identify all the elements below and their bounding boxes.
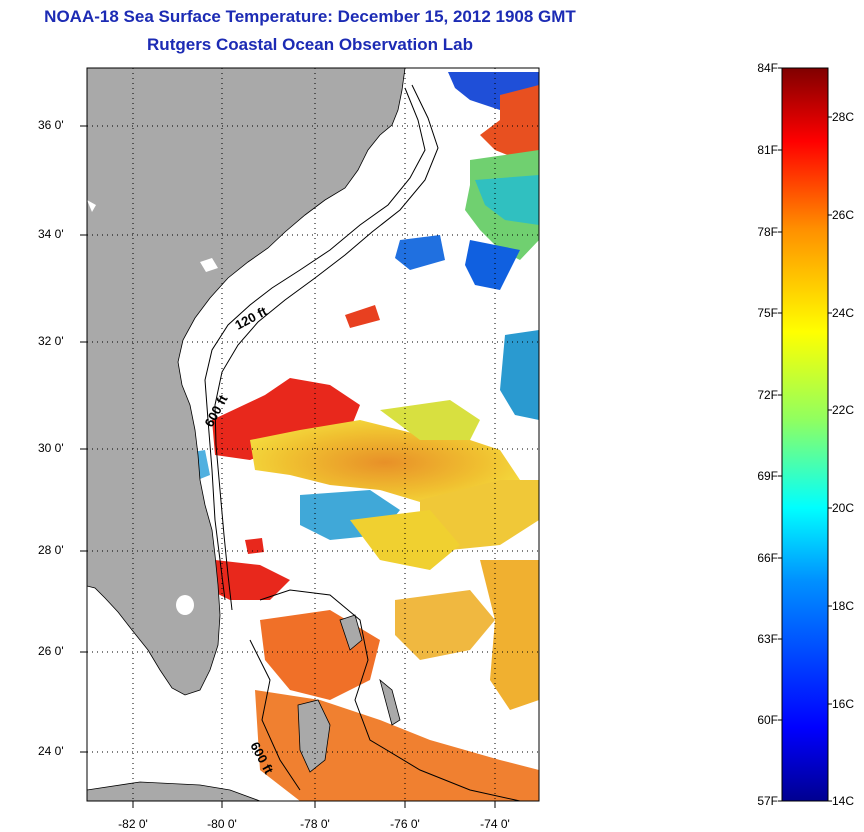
sst-patch-warm-ne [480,85,539,160]
isobath-bahamas [259,589,521,801]
colorbar-label-24c: 24C [832,306,855,320]
lat-label-24: 24 0' [38,744,64,758]
lat-label-36: 36 0' [38,118,64,132]
colorbar-label-81f: 81F [757,143,778,157]
sst-patch-bahamas-orange [260,610,380,700]
sst-patch-red-w [212,378,360,460]
colorbar-ticks [778,67,832,802]
land-cuba [87,781,261,801]
colorbar-label-28c: 28C [832,110,855,124]
lat-label-28: 28 0' [38,543,64,557]
lon-label-80: -80 0' [207,817,237,831]
sst-patch-central-yellow [380,400,480,440]
sst-patch-small-red-n [345,305,380,328]
land-us-coast [87,68,406,696]
lat-label-34: 34 0' [38,227,64,241]
lon-label-76: -76 0' [390,817,420,831]
colorbar [781,67,829,802]
lon-label-82: -82 0' [118,817,148,831]
colorbar-label-60f: 60F [757,713,778,727]
sst-patch-se-orange [480,560,539,710]
map-frame [86,67,540,802]
isobath-120ft [204,87,426,601]
sst-patch-central-warm [250,420,520,505]
lat-label-32: 32 0' [38,334,64,348]
colorbar-label-57f: 57F [757,794,778,808]
colorbar-label-16c: 16C [832,697,855,711]
colorbar-label-75f: 75F [757,306,778,320]
graticule [87,68,539,801]
lake-okeechobee [176,595,194,615]
land-andros [297,699,331,773]
land-eleuthera [379,678,401,726]
axis-ticks [80,125,496,808]
isobath-label-120ft: 120 ft [232,303,270,333]
land-abaco [339,614,363,651]
colorbar-label-20c: 20C [832,501,855,515]
sst-patch-s-yellow [395,590,495,660]
sst-patch-se-yellow [420,480,539,550]
sst-patch-red-small [245,538,264,554]
isobath-600ft [214,84,439,611]
sst-patch-blue-n2 [395,235,445,270]
lake-small-1 [200,258,218,272]
sst-patch-blue-n [465,240,520,290]
colorbar-label-18c: 18C [832,599,855,613]
lat-label-30: 30 0' [38,441,64,455]
lon-label-78: -78 0' [300,817,330,831]
map-subtitle: Rutgers Coastal Ocean Observation Lab [147,35,473,54]
colorbar-label-66f: 66F [757,551,778,565]
lon-label-74: -74 0' [480,817,510,831]
lake-small-2 [87,200,96,212]
colorbar-label-26c: 26C [832,208,855,222]
colorbar-label-84f: 84F [757,61,778,75]
colorbar-label-63f: 63F [757,632,778,646]
colorbar-label-72f: 72F [757,388,778,402]
sst-patch-blue-e [500,330,539,420]
sst-patch-mid-yellow [350,510,460,570]
sst-patch-mixed-ne [475,175,539,225]
sst-patch-s-orange [255,690,539,801]
map-title: NOAA-18 Sea Surface Temperature: Decembe… [44,7,576,26]
colorbar-label-22c: 22C [832,403,855,417]
colorbar-label-69f: 69F [757,469,778,483]
lat-label-26: 26 0' [38,644,64,658]
isobath-bahamas-inner [249,639,301,791]
colorbar-label-14c: 14C [832,794,855,808]
colorbar-label-78f: 78F [757,225,778,239]
